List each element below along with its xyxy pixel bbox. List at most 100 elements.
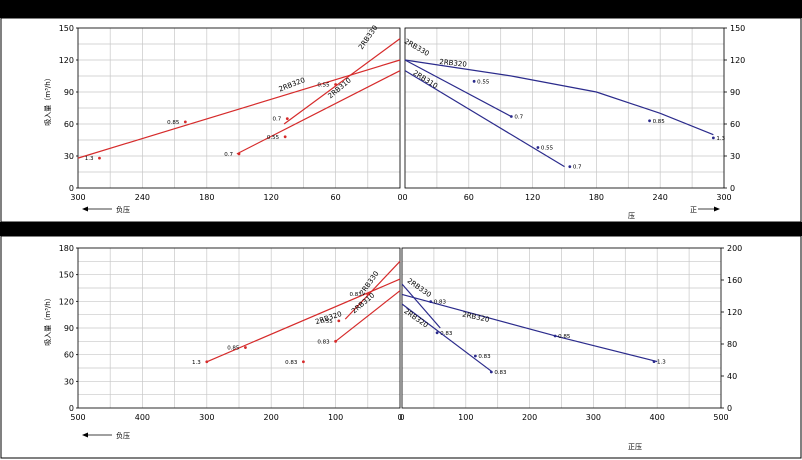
- left-y-tick-label: 90: [64, 88, 74, 97]
- left-x-tick-label: 0: [397, 193, 402, 202]
- right-x-tick-label: 180: [589, 193, 604, 202]
- series-line-2rb320-right: [401, 293, 658, 363]
- right-y-tick-label: 200: [727, 244, 742, 253]
- left-x-tick-label: 0: [397, 413, 402, 422]
- middle-black-bar: [0, 222, 802, 236]
- data-point-label: 0.85: [558, 334, 571, 340]
- data-point-label: 0.83: [317, 339, 330, 345]
- data-point-label: 0.7: [224, 152, 233, 158]
- data-point: [648, 119, 651, 123]
- data-point: [472, 79, 476, 83]
- series-line-2rb330-right: [401, 283, 441, 329]
- series-line-2rb330-left: [283, 38, 401, 125]
- left-y-tick-label: 60: [64, 351, 74, 360]
- data-point-label: 0.55: [317, 83, 330, 89]
- series-line-2rb330-right: [404, 59, 512, 118]
- right-y-tick-label: 120: [730, 56, 745, 65]
- right-note-label-2: 正: [690, 206, 697, 214]
- series-label: 2RB320: [439, 58, 467, 69]
- right-y-tick-label: 40: [727, 372, 737, 381]
- data-point-label: 0.83: [478, 354, 491, 360]
- left-plot-border: [77, 27, 401, 189]
- right-y-tick-label: 150: [730, 24, 745, 33]
- data-point-label: 1.3: [657, 360, 666, 366]
- y-axis-label: 吸入量（m³/h）: [44, 294, 52, 345]
- left-x-tick-label: 300: [70, 193, 85, 202]
- left-y-tick-label: 0: [69, 404, 74, 413]
- data-point-label: 0.85: [167, 120, 180, 126]
- data-point-label: 0.83: [440, 331, 453, 337]
- data-point: [98, 156, 101, 160]
- y-axis-label: 吸入量（m³/h）: [44, 74, 52, 125]
- data-point: [237, 152, 241, 156]
- left-y-tick-label: 0: [69, 184, 74, 193]
- data-point: [489, 370, 493, 374]
- right-x-tick-label: 500: [713, 413, 728, 422]
- data-point: [337, 319, 341, 323]
- left-y-tick-label: 150: [59, 271, 74, 280]
- left-x-tick-label: 500: [70, 413, 85, 422]
- right-arrow-head: [714, 206, 720, 212]
- data-point-label: 0.7: [514, 115, 523, 121]
- left-y-tick-label: 180: [59, 244, 74, 253]
- data-point-label: 0.55: [321, 319, 334, 325]
- data-point: [366, 292, 370, 296]
- right-y-tick-label: 60: [730, 120, 740, 129]
- left-y-tick-label: 120: [59, 56, 74, 65]
- left-arrow-head: [82, 206, 88, 212]
- series-line-2rb310-right: [404, 70, 565, 168]
- right-x-tick-label: 240: [653, 193, 668, 202]
- right-y-tick-label: 160: [727, 276, 742, 285]
- right-x-tick-label: 200: [522, 413, 537, 422]
- data-point: [285, 117, 289, 121]
- series-line-2rb330-left: [344, 260, 401, 320]
- data-point-label: 0.55: [541, 145, 554, 151]
- left-y-tick-label: 30: [64, 377, 74, 386]
- bottom-panel-frame: [0, 235, 802, 459]
- right-plot-border: [401, 247, 722, 409]
- data-point-label: 0.7: [273, 117, 282, 123]
- left-x-tick-label: 200: [264, 413, 279, 422]
- right-y-tick-label: 0: [730, 184, 735, 193]
- data-point: [536, 146, 540, 149]
- right-note-label: 正压: [628, 443, 642, 451]
- right-y-tick-label: 80: [727, 340, 737, 349]
- data-point: [205, 360, 209, 364]
- data-point-label: 0.85: [653, 119, 666, 125]
- data-point-label: 0.55: [267, 135, 280, 141]
- data-point-label: 0.83: [350, 292, 363, 298]
- left-x-tick-label: 300: [199, 413, 214, 422]
- left-x-tick-label: 60: [331, 193, 341, 202]
- right-plot-border: [404, 27, 725, 189]
- left-y-tick-label: 120: [59, 297, 74, 306]
- data-point: [711, 136, 715, 140]
- data-point: [473, 354, 477, 358]
- right-x-tick-label: 300: [716, 193, 731, 202]
- data-point: [429, 300, 433, 303]
- left-y-tick-label: 60: [64, 120, 74, 129]
- right-x-tick-label: 300: [586, 413, 601, 422]
- series-label: 2RB310: [411, 69, 439, 90]
- data-point-label: 0.83: [285, 360, 298, 366]
- right-note-label: 压: [628, 212, 635, 220]
- top-black-bar: [0, 0, 802, 18]
- left-x-tick-label: 100: [328, 413, 343, 422]
- data-point: [509, 115, 513, 118]
- right-x-tick-label: 100: [458, 413, 473, 422]
- data-point-label: 1.3: [85, 156, 94, 162]
- data-point: [302, 360, 305, 364]
- right-x-tick-label: 400: [650, 413, 665, 422]
- data-point: [652, 360, 656, 363]
- right-y-tick-label: 0: [727, 404, 732, 413]
- data-point: [334, 339, 337, 343]
- left-x-tick-label: 240: [135, 193, 150, 202]
- right-y-tick-label: 30: [730, 152, 740, 161]
- left-note-label: 负压: [116, 205, 130, 214]
- right-x-tick-label: 120: [525, 193, 540, 202]
- bottom-chart: 0 30 60 90 120 150 180 0 40 80 120 160 200 500 400 300 2…: [44, 244, 742, 451]
- data-point-label: 0.83: [434, 300, 447, 306]
- series-label: 2RB320: [278, 76, 307, 93]
- right-y-tick-label: 120: [727, 308, 742, 317]
- right-x-tick-label: 0: [399, 413, 404, 422]
